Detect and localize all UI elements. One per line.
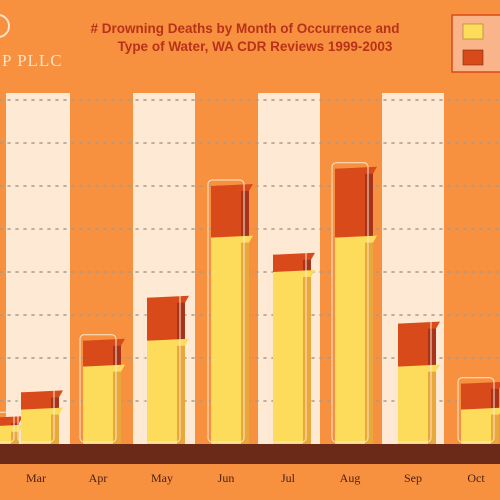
bar-cap-series-2-May bbox=[147, 295, 189, 303]
chart-floor bbox=[0, 444, 500, 464]
bar-series-1-Jul bbox=[273, 272, 303, 444]
bar-outline-Aug bbox=[331, 162, 369, 443]
bar-side-series-1-Feb bbox=[11, 430, 19, 444]
brand-logo: P PLLC bbox=[0, 14, 63, 70]
bar-series-1-Apr bbox=[83, 366, 113, 444]
bar-series-1-Oct bbox=[461, 409, 491, 444]
bar-series-2-Aug bbox=[335, 168, 365, 238]
bar-cap-series-2-Jul bbox=[273, 252, 315, 260]
bar-cap-series-2-Jun bbox=[211, 184, 253, 191]
bar-cap-series-1-Mar bbox=[21, 407, 63, 415]
column-band-1 bbox=[6, 93, 70, 444]
x-axis-tick-labels: Mar Apr May Jun Jul Aug Sep Oct bbox=[26, 471, 485, 485]
x-tick-label-may: May bbox=[151, 471, 173, 485]
bar-outline-Jun bbox=[207, 179, 245, 443]
bar-series-1-Jun bbox=[211, 237, 241, 444]
bar-cap-series-1-Aug bbox=[335, 235, 377, 243]
bar-cap-series-2-Aug bbox=[335, 166, 377, 174]
bar-side-series-1-Aug bbox=[365, 241, 373, 444]
bar-side-series-1-Jul bbox=[303, 276, 311, 444]
bar-outline-Jul bbox=[269, 248, 307, 443]
bar-side-series-2-Aug bbox=[365, 172, 373, 242]
bar-cap-series-2-Sep bbox=[398, 321, 440, 329]
bar-series-1-May bbox=[147, 340, 177, 444]
chart-title-line-2: Type of Water, WA CDR Reviews 1999-2003 bbox=[118, 39, 393, 54]
bar-cap-series-2-Apr bbox=[83, 338, 125, 346]
bar-series-1-Sep bbox=[398, 366, 428, 444]
bar-outline-Sep bbox=[394, 317, 432, 443]
bar-cap-series-1-May bbox=[147, 338, 189, 346]
chart-title: # Drowning Deaths by Month of Occurrence… bbox=[90, 21, 399, 54]
x-tick-label-jul: Jul bbox=[281, 471, 296, 485]
bar-side-series-2-Oct bbox=[491, 387, 499, 414]
bar-series-1-Feb bbox=[0, 426, 11, 444]
bar-outline-Oct bbox=[457, 377, 495, 443]
x-tick-label-aug: Aug bbox=[340, 471, 361, 485]
bar-side-series-2-Apr bbox=[113, 344, 121, 371]
bar-series-2-Sep bbox=[398, 323, 428, 367]
bar-cap-series-1-Sep bbox=[398, 364, 440, 372]
bar-outline-Apr bbox=[79, 334, 117, 443]
bar-side-series-1-May bbox=[177, 344, 185, 444]
brand-name: P PLLC bbox=[2, 51, 63, 70]
bar-series-1-Mar bbox=[21, 409, 51, 444]
bar-side-series-1-Apr bbox=[113, 370, 121, 444]
bar-outline-Feb bbox=[0, 411, 15, 443]
x-tick-label-jun: Jun bbox=[218, 471, 235, 485]
bar-outline-May bbox=[143, 291, 181, 443]
bar-side-series-1-Mar bbox=[51, 413, 59, 444]
bar-cap-series-1-Jul bbox=[273, 270, 315, 277]
brand-seal-icon bbox=[0, 14, 10, 38]
chart-title-line-1: # Drowning Deaths by Month of Occurrence… bbox=[90, 21, 399, 36]
x-tick-label-mar: Mar bbox=[26, 471, 46, 485]
bar-side-series-2-Sep bbox=[428, 327, 436, 371]
bar-series-1-Aug bbox=[335, 237, 365, 444]
legend-box bbox=[451, 14, 500, 73]
bar-cap-series-2-Oct bbox=[461, 381, 500, 389]
legend-swatch-series-1 bbox=[462, 23, 484, 40]
bar-cap-series-1-Jun bbox=[211, 235, 253, 243]
bar-cap-series-1-Oct bbox=[461, 407, 500, 415]
bar-series-2-May bbox=[147, 297, 177, 341]
bar-cap-series-2-Mar bbox=[21, 390, 63, 398]
bar-cap-series-2-Feb bbox=[0, 416, 23, 424]
x-tick-label-apr: Apr bbox=[89, 471, 108, 485]
x-tick-label-sep: Sep bbox=[404, 471, 422, 485]
legend-swatch-series-2 bbox=[462, 49, 484, 66]
bar-side-series-2-May bbox=[177, 301, 185, 345]
x-tick-label-oct: Oct bbox=[467, 471, 485, 485]
bars bbox=[0, 162, 500, 444]
bar-side-series-1-Jun bbox=[241, 241, 249, 444]
bar-side-series-1-Oct bbox=[491, 413, 499, 444]
bar-side-series-2-Jul bbox=[303, 258, 311, 276]
bar-side-series-2-Mar bbox=[51, 396, 59, 414]
bar-cap-series-1-Apr bbox=[83, 364, 125, 372]
bar-side-series-1-Sep bbox=[428, 370, 436, 444]
bar-side-series-2-Jun bbox=[241, 190, 249, 242]
bar-series-2-Jun bbox=[211, 186, 241, 238]
bar-outline-Mar bbox=[17, 385, 55, 443]
bar-cap-series-1-Feb bbox=[0, 424, 23, 432]
